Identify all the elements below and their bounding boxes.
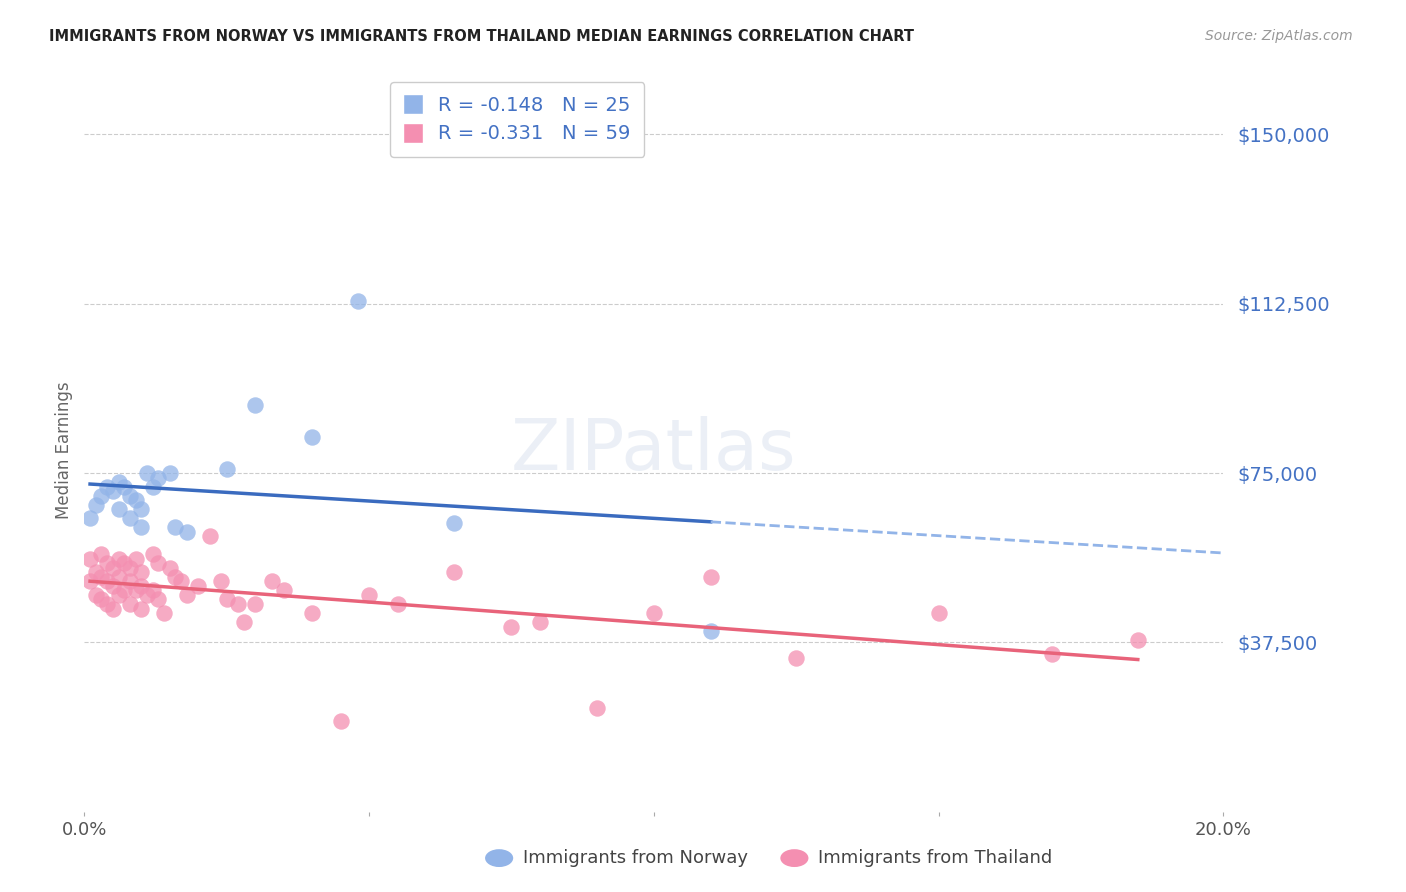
Point <box>165 520 187 534</box>
Point <box>107 551 129 566</box>
Point <box>107 475 129 489</box>
Point <box>118 597 141 611</box>
Point <box>131 502 153 516</box>
Point <box>101 484 124 499</box>
Point <box>273 583 295 598</box>
Text: Source: ZipAtlas.com: Source: ZipAtlas.com <box>1205 29 1353 43</box>
Point <box>101 579 124 593</box>
Point <box>112 557 135 571</box>
Legend: R = -0.148   N = 25, R = -0.331   N = 59: R = -0.148 N = 25, R = -0.331 N = 59 <box>389 82 644 157</box>
Point <box>359 588 381 602</box>
Text: Immigrants from Thailand: Immigrants from Thailand <box>818 849 1053 867</box>
Point <box>215 461 238 475</box>
Point <box>387 597 409 611</box>
Point <box>148 557 170 571</box>
Point <box>84 566 107 580</box>
Point <box>245 597 267 611</box>
Point <box>159 466 181 480</box>
Point <box>148 592 170 607</box>
Point <box>187 579 209 593</box>
Point <box>142 480 165 494</box>
Point <box>170 574 193 589</box>
Point <box>101 601 124 615</box>
Point <box>118 561 141 575</box>
Point <box>1042 647 1064 661</box>
Point <box>346 294 368 309</box>
Point <box>131 520 153 534</box>
Point <box>159 561 181 575</box>
Point <box>329 714 352 729</box>
Point <box>96 480 118 494</box>
Point <box>785 651 807 665</box>
Point <box>226 597 249 611</box>
Text: Immigrants from Norway: Immigrants from Norway <box>523 849 748 867</box>
Point <box>90 570 112 584</box>
Point <box>529 615 551 629</box>
Point <box>96 557 118 571</box>
Point <box>443 566 465 580</box>
Point <box>153 606 176 620</box>
Point <box>176 524 198 539</box>
Point <box>142 583 165 598</box>
Point <box>301 606 323 620</box>
Point <box>131 566 153 580</box>
Point <box>84 498 107 512</box>
Point <box>107 502 129 516</box>
Point <box>700 570 723 584</box>
Point <box>107 570 129 584</box>
Point <box>84 588 107 602</box>
Point <box>107 588 129 602</box>
Point <box>928 606 950 620</box>
Point <box>142 547 165 561</box>
Point <box>136 588 159 602</box>
Point <box>90 592 112 607</box>
Point <box>79 574 101 589</box>
Point <box>131 601 153 615</box>
Point <box>1126 633 1149 648</box>
Point <box>198 529 221 543</box>
Point <box>90 547 112 561</box>
Point <box>124 583 146 598</box>
Point <box>443 516 465 530</box>
Point <box>112 480 135 494</box>
Point <box>79 511 101 525</box>
Point <box>118 574 141 589</box>
Point <box>700 624 723 639</box>
Point <box>301 430 323 444</box>
Point <box>245 398 267 412</box>
Point <box>586 701 609 715</box>
Point <box>209 574 232 589</box>
Point <box>232 615 254 629</box>
Point <box>643 606 665 620</box>
Point <box>262 574 284 589</box>
Point <box>131 579 153 593</box>
Text: IMMIGRANTS FROM NORWAY VS IMMIGRANTS FROM THAILAND MEDIAN EARNINGS CORRELATION C: IMMIGRANTS FROM NORWAY VS IMMIGRANTS FRO… <box>49 29 914 44</box>
Point <box>79 551 101 566</box>
Point <box>90 489 112 503</box>
Point <box>124 493 146 508</box>
Point <box>96 574 118 589</box>
Point <box>118 511 141 525</box>
Point <box>136 466 159 480</box>
Point <box>176 588 198 602</box>
Point <box>215 592 238 607</box>
Point <box>165 570 187 584</box>
Point <box>148 470 170 484</box>
Point <box>96 597 118 611</box>
Text: ZIPatlas: ZIPatlas <box>510 416 797 485</box>
Point <box>118 489 141 503</box>
Point <box>101 561 124 575</box>
Point <box>501 619 523 633</box>
Point <box>112 583 135 598</box>
Y-axis label: Median Earnings: Median Earnings <box>55 382 73 519</box>
Point <box>124 551 146 566</box>
